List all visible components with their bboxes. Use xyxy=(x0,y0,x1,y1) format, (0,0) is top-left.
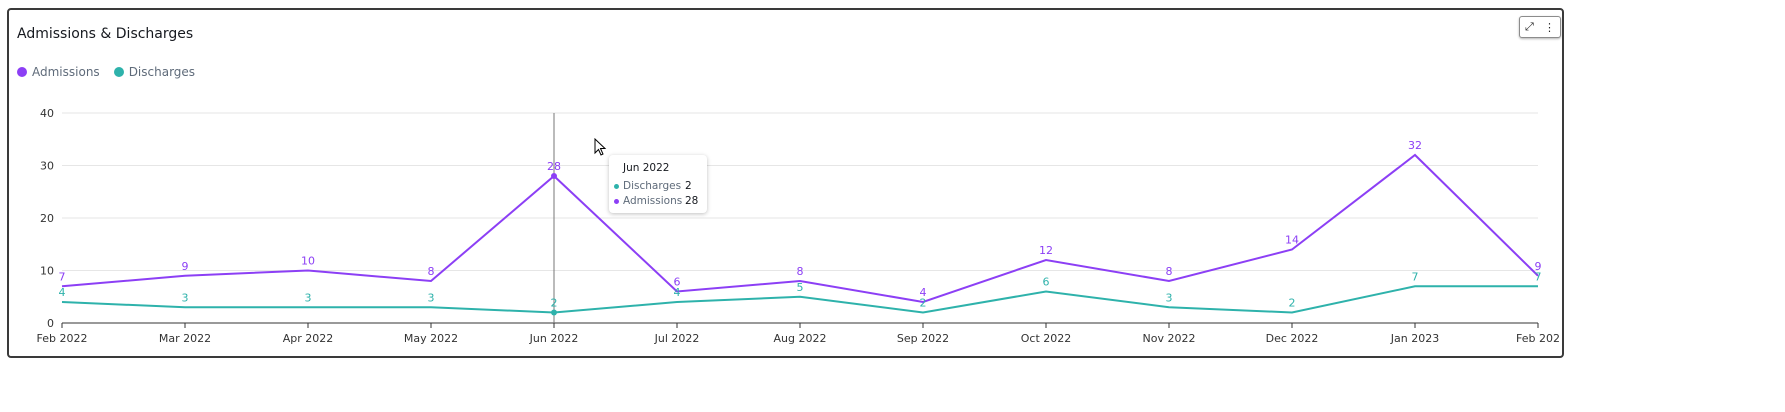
x-tick-label: Sep 2022 xyxy=(897,332,949,345)
admissions-data-label: 28 xyxy=(547,160,561,173)
admissions-data-label: 14 xyxy=(1285,234,1299,247)
mouse-cursor-icon xyxy=(594,138,607,156)
x-tick-label: Feb 2022 xyxy=(37,332,88,345)
admissions-data-label: 8 xyxy=(1166,265,1173,278)
x-tick-label: Oct 2022 xyxy=(1021,332,1072,345)
chart-title: Admissions & Discharges xyxy=(17,26,194,42)
x-tick-label: Jan 2023 xyxy=(1390,332,1439,345)
admissions-data-label: 9 xyxy=(182,260,189,273)
tooltip-value: 28 xyxy=(685,195,699,207)
x-tick-label: May 2022 xyxy=(404,332,458,345)
discharges-data-label: 3 xyxy=(305,291,312,304)
x-tick-label: Apr 2022 xyxy=(283,332,334,345)
y-tick-label: 10 xyxy=(40,265,54,278)
y-tick-label: 20 xyxy=(40,212,54,225)
admissions-data-label: 4 xyxy=(920,286,927,299)
legend-label: Discharges xyxy=(128,65,196,79)
discharges-data-label: 6 xyxy=(1043,276,1050,289)
y-tick-label: 30 xyxy=(40,160,54,173)
legend-item-admissions[interactable]: Admissions xyxy=(17,65,100,79)
discharges-data-label: 3 xyxy=(1166,291,1173,304)
admissions-data-label: 6 xyxy=(674,276,681,289)
discharges-data-label: 4 xyxy=(674,286,681,299)
x-tick-label: Jun 2022 xyxy=(529,332,579,345)
tooltip-header: Jun 2022 xyxy=(623,162,670,174)
discharges-data-label: 7 xyxy=(1412,270,1419,283)
admissions-data-label: 32 xyxy=(1408,139,1422,152)
discharges-data-label: 3 xyxy=(182,291,189,304)
admissions-line xyxy=(61,153,1539,304)
admissions-data-label: 9 xyxy=(1535,260,1542,273)
discharges-dot xyxy=(614,183,619,189)
admissions-data-label: 12 xyxy=(1039,244,1053,257)
tooltip-value: 2 xyxy=(685,180,692,192)
x-tick-label: Dec 2022 xyxy=(1266,332,1319,345)
y-tick-label: 40 xyxy=(40,107,54,120)
expand-icon[interactable]: ⤢ xyxy=(1525,20,1534,33)
admissions-data-label: 7 xyxy=(59,270,66,283)
discharges-data-label: 2 xyxy=(1289,297,1296,310)
discharges-data-label: 7 xyxy=(1535,270,1542,283)
more-vertical-icon[interactable]: ⋮ xyxy=(1543,20,1555,34)
admissions-data-label: 8 xyxy=(797,265,804,278)
legend: Admissions Discharges xyxy=(17,65,195,79)
legend-item-discharges[interactable]: Discharges xyxy=(113,65,196,79)
admissions-point xyxy=(551,173,557,179)
admissions-dot xyxy=(614,198,619,204)
discharges-data-label: 4 xyxy=(59,286,66,299)
admissions-data-label: 8 xyxy=(428,265,435,278)
discharges-swatch xyxy=(113,67,124,77)
discharges-line xyxy=(61,285,1538,314)
discharges-data-label: 2 xyxy=(920,297,927,310)
admissions-swatch xyxy=(17,67,27,77)
legend-label: Admissions xyxy=(32,65,100,79)
discharges-point xyxy=(551,309,557,316)
tooltip-row-discharges: Discharges 2 xyxy=(614,180,692,192)
admissions-data-label: 10 xyxy=(301,255,315,268)
x-tick-label: Feb 202 xyxy=(1516,332,1560,345)
tooltip-label: Admissions xyxy=(623,195,683,207)
x-tick-label: Jul 2022 xyxy=(654,332,700,345)
x-tick-label: Aug 2022 xyxy=(774,332,827,345)
y-tick-label: 0 xyxy=(47,317,54,330)
discharges-data-label: 3 xyxy=(428,291,435,304)
discharges-data-label: 2 xyxy=(551,297,558,310)
x-tick-label: Mar 2022 xyxy=(159,332,211,345)
tooltip-label: Discharges xyxy=(623,180,682,192)
x-tick-label: Nov 2022 xyxy=(1143,332,1196,345)
tooltip-row-admissions: Admissions 28 xyxy=(614,195,698,207)
discharges-data-label: 5 xyxy=(797,281,804,294)
tooltip: Jun 2022 Discharges 2 Admissions 28 xyxy=(609,155,707,213)
chart-toolbar: ⤢ ⋮ xyxy=(1519,16,1561,38)
chart-card: Admissions & Discharges ⤢ ⋮ Admissions D… xyxy=(7,8,1564,358)
